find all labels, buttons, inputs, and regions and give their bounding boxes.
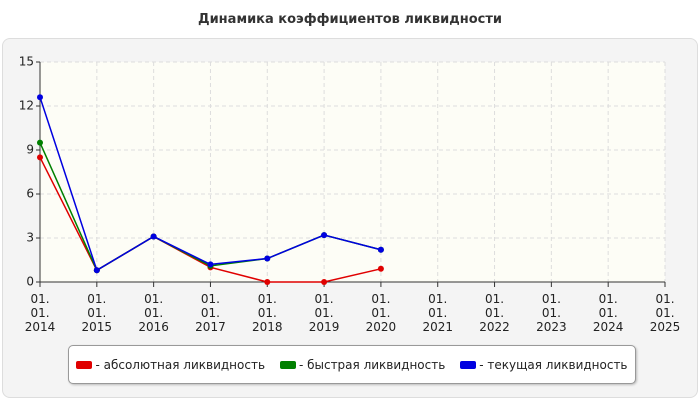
x-tick-label: 01. 01. 2016 bbox=[138, 292, 169, 334]
x-tick-label: 01. 01. 2020 bbox=[365, 292, 397, 334]
legend-swatch bbox=[279, 360, 296, 369]
x-tick-label: 01. 01. 2015 bbox=[81, 292, 113, 334]
legend: - абсолютная ликвидность - быстрая ликвид… bbox=[68, 345, 636, 384]
legend-item: - абсолютная ликвидность bbox=[76, 358, 265, 372]
x-tick-label: 01. 01. 2023 bbox=[536, 292, 567, 334]
y-tick-label: 0 bbox=[26, 275, 34, 289]
y-tick-label: 6 bbox=[26, 187, 34, 201]
plot-background bbox=[40, 62, 665, 282]
legend-swatch bbox=[460, 360, 477, 369]
x-tick-label: 01. 01. 2022 bbox=[479, 292, 510, 334]
data-point bbox=[264, 279, 271, 285]
legend-item: - текущая ликвидность bbox=[460, 357, 628, 372]
data-point bbox=[37, 154, 43, 161]
x-tick-label: 01. 01. 2014 bbox=[24, 292, 56, 334]
data-point bbox=[37, 94, 43, 101]
data-point bbox=[150, 233, 157, 240]
data-point bbox=[37, 139, 43, 146]
y-tick-label: 9 bbox=[26, 143, 34, 157]
legend-item: - быстрая ликвидность bbox=[279, 357, 446, 372]
x-tick-label: 01. 01. 2018 bbox=[251, 292, 283, 334]
data-point bbox=[264, 255, 271, 262]
data-point bbox=[321, 279, 328, 285]
legend-label: - текущая ликвидность bbox=[479, 357, 628, 372]
legend-label: - быстрая ликвидность bbox=[298, 357, 446, 372]
data-point bbox=[93, 267, 100, 274]
legend-label: - абсолютная ликвидность bbox=[95, 357, 266, 372]
chart-title: Динамика коэффициентов ликвидности bbox=[198, 12, 502, 27]
data-point bbox=[377, 246, 384, 253]
y-tick-label: 12 bbox=[19, 99, 34, 113]
legend-swatch bbox=[76, 360, 93, 369]
y-tick-label: 15 bbox=[19, 55, 34, 69]
x-tick-label: 01. 01. 2021 bbox=[422, 292, 453, 334]
x-tick-label: 01. 01. 2019 bbox=[308, 292, 340, 334]
x-tick-label: 01. 01. 2017 bbox=[195, 292, 226, 334]
data-point bbox=[377, 265, 384, 272]
x-tick-label: 01. 01. 2024 bbox=[592, 292, 624, 334]
x-tick-label: 01. 01. 2025 bbox=[649, 292, 681, 334]
data-point bbox=[321, 232, 328, 239]
y-tick-label: 3 bbox=[26, 231, 34, 245]
data-point bbox=[207, 261, 214, 268]
